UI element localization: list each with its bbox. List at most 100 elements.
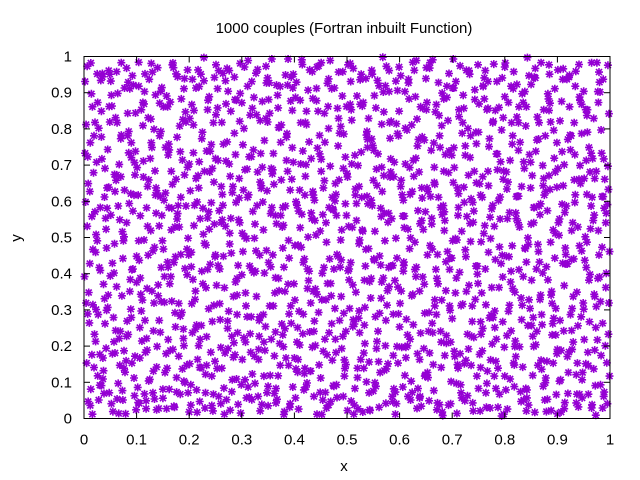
data-point <box>349 410 358 419</box>
data-point <box>335 316 344 325</box>
data-point <box>165 145 174 154</box>
data-point <box>300 364 309 373</box>
data-point <box>444 168 453 177</box>
data-point <box>413 115 421 124</box>
data-point <box>581 232 590 241</box>
data-point <box>118 396 127 404</box>
data-point <box>177 94 186 103</box>
data-point <box>592 302 601 311</box>
data-point <box>484 248 493 257</box>
data-point <box>406 233 415 242</box>
data-point <box>239 333 248 342</box>
data-point <box>341 153 350 162</box>
data-point <box>529 218 538 227</box>
data-point <box>536 291 545 300</box>
data-point <box>145 75 154 84</box>
data-point <box>238 247 247 256</box>
data-point <box>488 339 497 348</box>
data-point <box>596 297 605 306</box>
data-point <box>491 255 500 264</box>
data-point <box>391 77 400 86</box>
data-point <box>583 105 592 114</box>
data-point <box>331 179 340 188</box>
data-point <box>246 348 255 357</box>
data-point <box>198 204 207 213</box>
data-point <box>404 75 413 84</box>
data-point <box>242 393 251 402</box>
data-point <box>312 84 321 93</box>
data-point <box>134 58 143 67</box>
data-point <box>224 87 233 96</box>
data-point <box>467 361 476 370</box>
data-point <box>495 242 504 251</box>
data-point <box>284 55 293 63</box>
data-point <box>505 301 514 310</box>
data-point <box>516 387 525 396</box>
data-point <box>508 140 517 149</box>
data-point <box>244 383 253 391</box>
data-point <box>498 73 507 82</box>
data-point <box>136 274 145 282</box>
chart-title: 1000 couples (Fortran inbuilt Function) <box>216 20 473 37</box>
data-point <box>411 154 420 163</box>
data-point <box>401 160 410 168</box>
data-point <box>301 172 310 181</box>
data-point <box>205 225 214 234</box>
data-point <box>566 310 575 319</box>
data-point <box>447 151 456 160</box>
data-point <box>288 84 297 92</box>
data-point <box>390 158 399 167</box>
data-point <box>362 131 371 140</box>
data-point <box>405 163 414 172</box>
data-point <box>377 294 386 303</box>
data-point <box>111 326 120 335</box>
data-point <box>502 185 511 193</box>
data-point <box>541 378 550 387</box>
data-point <box>486 355 495 364</box>
data-point <box>82 120 91 129</box>
data-point <box>551 229 560 238</box>
data-point <box>555 231 563 240</box>
data-point <box>266 262 275 271</box>
data-point <box>452 409 461 418</box>
data-point <box>504 178 512 187</box>
data-point <box>234 215 243 224</box>
data-point <box>326 56 335 65</box>
data-point <box>304 276 313 285</box>
data-point <box>172 373 181 382</box>
data-point <box>414 206 422 215</box>
data-point <box>156 87 165 96</box>
data-point <box>394 283 402 292</box>
data-point <box>436 327 445 336</box>
data-point <box>150 125 158 134</box>
data-point <box>237 270 246 279</box>
data-point <box>313 63 321 71</box>
data-point <box>149 367 158 376</box>
data-point <box>527 80 536 89</box>
data-point <box>226 107 235 116</box>
data-point <box>135 354 144 362</box>
data-point <box>375 309 384 318</box>
data-point <box>578 368 587 377</box>
data-point <box>448 236 457 245</box>
data-point <box>517 397 526 406</box>
data-point <box>418 273 427 281</box>
data-point <box>128 207 137 216</box>
data-point <box>176 147 185 156</box>
data-point <box>288 106 297 115</box>
data-point <box>102 244 111 252</box>
data-point <box>437 363 446 372</box>
data-point <box>559 64 568 73</box>
data-point <box>83 62 92 71</box>
data-point <box>396 299 405 308</box>
data-point <box>300 254 309 263</box>
data-point <box>301 118 310 127</box>
data-point <box>417 183 426 192</box>
data-point <box>601 283 610 292</box>
data-point <box>83 222 92 231</box>
data-point <box>340 372 349 381</box>
data-point <box>396 71 405 80</box>
data-point <box>539 105 548 114</box>
data-point <box>264 382 273 391</box>
data-point <box>556 116 564 125</box>
